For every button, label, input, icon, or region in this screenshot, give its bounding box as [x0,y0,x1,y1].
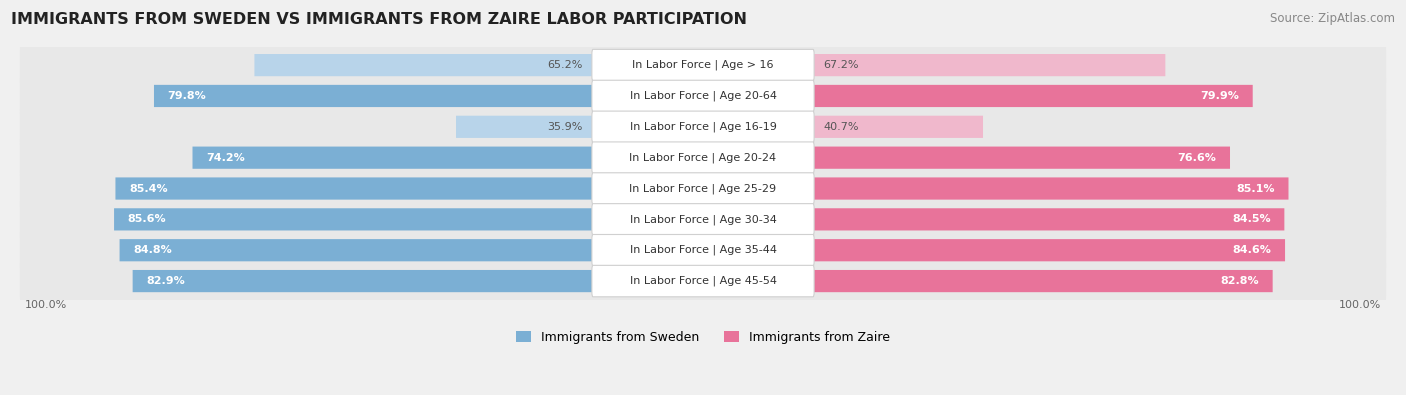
Text: In Labor Force | Age 20-64: In Labor Force | Age 20-64 [630,91,776,101]
FancyBboxPatch shape [592,265,814,297]
FancyBboxPatch shape [20,42,1386,88]
Text: 82.9%: 82.9% [146,276,186,286]
FancyBboxPatch shape [592,49,814,81]
Text: 82.8%: 82.8% [1220,276,1258,286]
Text: In Labor Force | Age 25-29: In Labor Force | Age 25-29 [630,183,776,194]
Text: 85.6%: 85.6% [128,214,166,224]
Text: In Labor Force | Age 35-44: In Labor Force | Age 35-44 [630,245,776,256]
FancyBboxPatch shape [592,80,814,112]
Text: IMMIGRANTS FROM SWEDEN VS IMMIGRANTS FROM ZAIRE LABOR PARTICIPATION: IMMIGRANTS FROM SWEDEN VS IMMIGRANTS FRO… [11,12,747,27]
Text: 85.1%: 85.1% [1236,184,1275,194]
FancyBboxPatch shape [703,270,1272,292]
FancyBboxPatch shape [703,208,1284,230]
FancyBboxPatch shape [703,177,1288,199]
Text: In Labor Force | Age > 16: In Labor Force | Age > 16 [633,60,773,70]
FancyBboxPatch shape [592,111,814,143]
FancyBboxPatch shape [20,104,1386,150]
FancyBboxPatch shape [120,239,703,261]
Text: In Labor Force | Age 30-34: In Labor Force | Age 30-34 [630,214,776,225]
Text: In Labor Force | Age 45-54: In Labor Force | Age 45-54 [630,276,776,286]
Text: 79.8%: 79.8% [167,91,207,101]
Text: 100.0%: 100.0% [1339,299,1381,310]
Text: 100.0%: 100.0% [25,299,67,310]
Text: 35.9%: 35.9% [547,122,582,132]
FancyBboxPatch shape [703,85,1253,107]
Text: 84.8%: 84.8% [134,245,172,255]
FancyBboxPatch shape [155,85,703,107]
Text: 84.5%: 84.5% [1232,214,1271,224]
FancyBboxPatch shape [703,116,983,138]
Text: 79.9%: 79.9% [1201,91,1239,101]
FancyBboxPatch shape [20,258,1386,304]
FancyBboxPatch shape [20,197,1386,242]
Text: 76.6%: 76.6% [1177,152,1216,163]
Text: 85.4%: 85.4% [129,184,167,194]
FancyBboxPatch shape [592,204,814,235]
FancyBboxPatch shape [20,135,1386,181]
Text: 74.2%: 74.2% [207,152,245,163]
Legend: Immigrants from Sweden, Immigrants from Zaire: Immigrants from Sweden, Immigrants from … [510,326,896,349]
Text: 65.2%: 65.2% [547,60,582,70]
FancyBboxPatch shape [132,270,703,292]
Text: In Labor Force | Age 16-19: In Labor Force | Age 16-19 [630,122,776,132]
Text: 40.7%: 40.7% [824,122,859,132]
Text: 67.2%: 67.2% [824,60,859,70]
FancyBboxPatch shape [115,177,703,199]
FancyBboxPatch shape [114,208,703,230]
FancyBboxPatch shape [456,116,703,138]
FancyBboxPatch shape [703,54,1166,76]
Text: Source: ZipAtlas.com: Source: ZipAtlas.com [1270,12,1395,25]
FancyBboxPatch shape [254,54,703,76]
FancyBboxPatch shape [592,142,814,173]
FancyBboxPatch shape [592,173,814,204]
Text: 84.6%: 84.6% [1233,245,1271,255]
FancyBboxPatch shape [193,147,703,169]
FancyBboxPatch shape [703,147,1230,169]
FancyBboxPatch shape [703,239,1285,261]
FancyBboxPatch shape [592,235,814,266]
FancyBboxPatch shape [20,166,1386,211]
FancyBboxPatch shape [20,73,1386,119]
Text: In Labor Force | Age 20-24: In Labor Force | Age 20-24 [630,152,776,163]
FancyBboxPatch shape [20,228,1386,273]
